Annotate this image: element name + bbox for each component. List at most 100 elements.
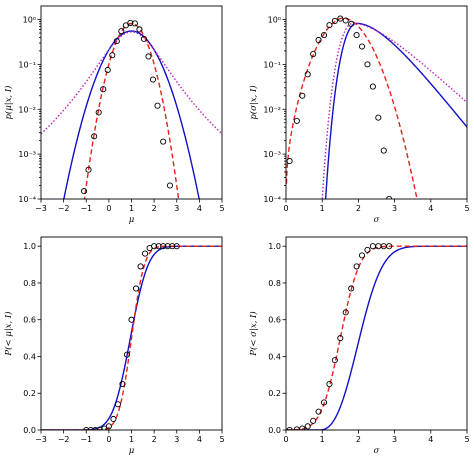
y-tick-label: 1.0 [268,242,281,251]
panel-sigma-cumulative: 0 1 2 3 4 5 0.0 0.2 0.4 0.6 0.8 1.0 σ P(< σ|x, I) [248,236,470,456]
sample-point [166,182,174,189]
x-tick-label: 3 [392,435,397,444]
sample-point [123,351,131,358]
x-tick-label: 0 [283,204,288,213]
x-axis-label: μ [129,215,135,225]
sample-point [315,408,322,415]
axis-frame [40,5,223,200]
posterior-curve-blue [63,30,200,199]
panel-mu-cumulative: −3 −2 −1 0 1 2 3 4 5 0.0 0.2 0.4 0.6 0.8 1.0 μ P(< μ|x, … [3,236,225,456]
x-tick-label: 0 [283,435,288,444]
sample-point [310,417,317,424]
x-axis-label: σ [374,215,380,225]
x-tick-label: 2 [356,435,361,444]
sample-point [95,109,102,116]
y-tick-label: 10⁻¹ [18,60,36,69]
sample-point [326,22,333,29]
y-axis-label: P(< μ|x, I) [3,311,14,356]
sample-point [304,71,311,78]
x-tick-label: 5 [219,435,224,444]
sample-point [375,243,382,250]
sample-point [128,316,135,323]
sample-point [137,263,144,270]
y-tick-label: 10⁻³ [263,150,281,159]
x-tick-label: 4 [428,435,433,444]
x-tick-label: 1 [129,435,134,444]
sample-point [151,243,158,250]
sample-point [164,243,171,250]
sample-point [375,114,382,121]
cdf-curve-red [41,245,222,430]
sample-point [364,61,371,68]
axis-frame [285,5,468,200]
sample-point [353,263,360,270]
sample-point [119,380,126,388]
sample-point [337,335,344,342]
sample-point [286,158,293,165]
x-tick-label: −3 [35,435,47,444]
sample-point [369,83,376,90]
posterior-curve-magenta [41,31,222,135]
x-tick-label: 0 [106,435,111,444]
sample-point [299,425,306,430]
panel-sigma-density: 0 1 2 3 4 5 10⁻⁴ 10⁻³ 10⁻² 10⁻¹ 10⁰ σ p(σ|x, I) [248,5,470,225]
y-tick-label: 0.2 [23,389,36,398]
sample-point [140,35,147,42]
cdf-curve-blue [41,245,222,430]
posterior-curve-blue [324,22,467,199]
sample-point [149,76,157,83]
x-tick-label: 2 [152,204,157,213]
sample-point [342,309,349,316]
x-tick-label: −1 [80,435,92,444]
sample-point [304,423,311,430]
sample-point [114,401,121,408]
sample-point [364,246,371,253]
sample-point [136,26,143,33]
plot-area [41,243,222,430]
sample-point [315,36,322,44]
sample-point [85,166,92,173]
y-tick-label: 1.0 [23,242,36,251]
x-tick-label: 5 [464,435,469,444]
y-tick-label: 10⁻² [263,105,281,114]
sample-point [293,117,300,124]
x-tick-label: 5 [219,204,224,213]
y-tick-label: 10⁰ [23,16,36,25]
y-tick-label: 0.8 [268,279,281,288]
sample-point [142,250,149,257]
sample-point [100,86,107,93]
sample-point [109,52,116,59]
sample-point [348,285,355,292]
sample-point [342,17,349,24]
sample-point [299,92,306,99]
plot-area [41,19,222,199]
axis-frame [285,236,468,431]
x-tick-label: 5 [464,204,469,213]
y-tick-label: 0.4 [23,352,36,361]
sample-point [132,285,140,292]
sample-point [331,357,338,364]
posterior-curve-red [83,22,180,199]
sample-point [91,133,98,140]
x-tick-label: −3 [35,204,47,213]
y-axis-label: P(< σ|x, I) [248,311,259,356]
sample-point [105,423,112,430]
x-tick-label: 1 [320,435,325,444]
y-tick-label: 10⁰ [268,16,281,25]
sample-point [110,415,117,423]
y-tick-label: 0.6 [23,316,36,325]
sample-point [348,20,355,27]
x-tick-label: 3 [392,204,397,213]
sample-point [104,66,111,74]
y-tick-label: 10⁻⁴ [18,195,36,204]
cdf-curve-red [286,245,467,430]
x-tick-label: 3 [174,204,179,213]
sample-point [118,28,125,35]
sample-point [369,243,376,250]
x-tick-label: −2 [58,435,70,444]
sample-point [154,102,161,109]
sample-point [380,147,387,154]
x-axis-label: σ [374,446,380,456]
y-tick-label: 0.8 [23,279,36,288]
